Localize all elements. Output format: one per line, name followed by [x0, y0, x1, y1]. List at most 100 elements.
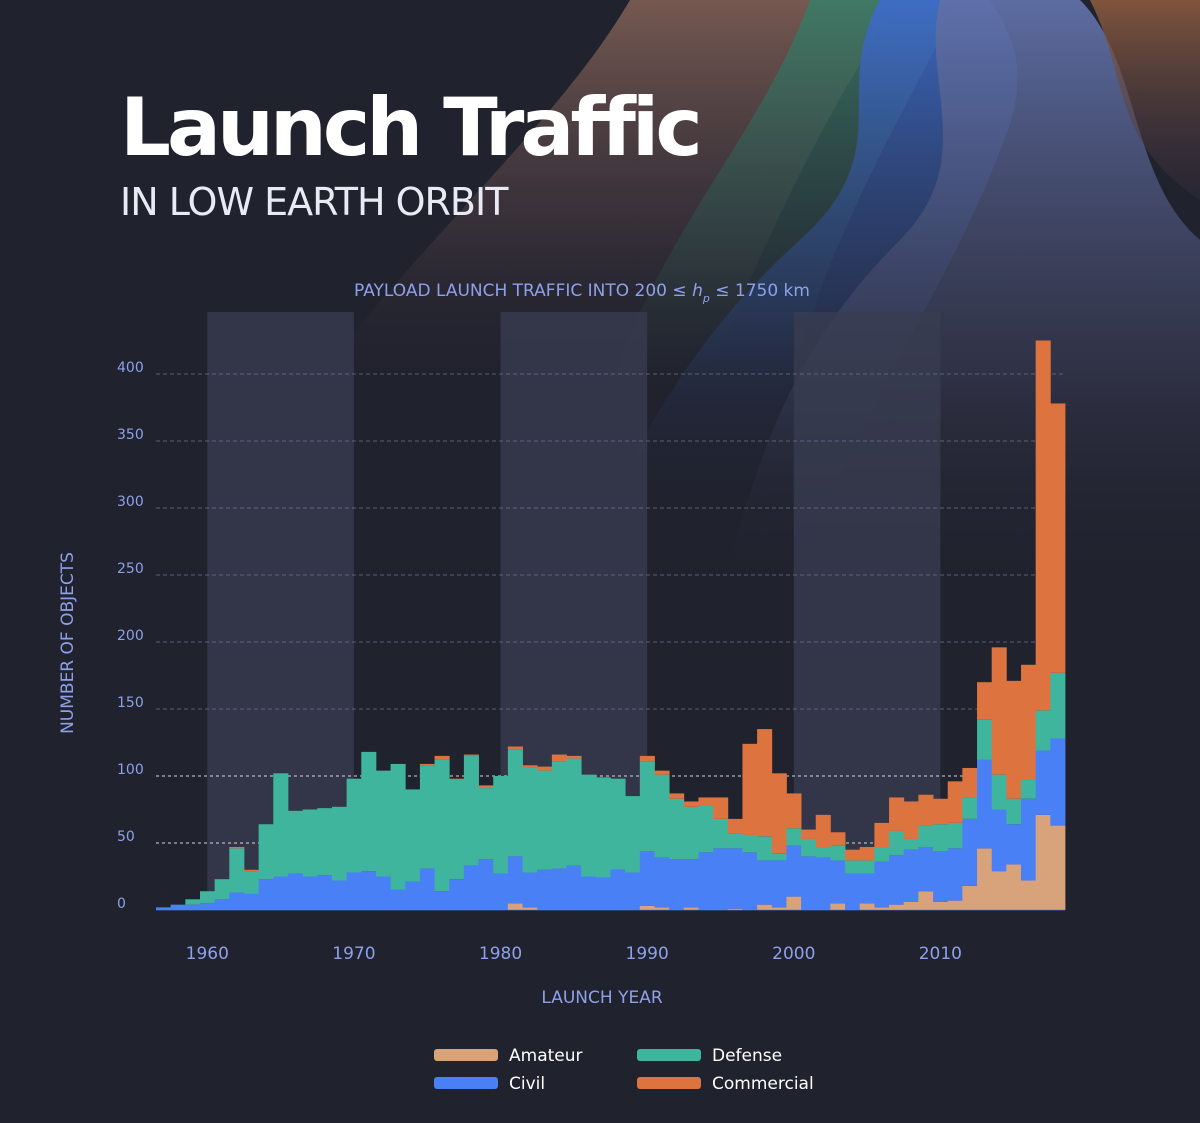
bar-civil-1985	[566, 865, 582, 910]
x-tick-label-1990: 1990	[626, 944, 669, 964]
legend-label-defense: Defense	[712, 1046, 782, 1066]
bar-commercial-1979	[478, 785, 494, 789]
bar-defense-1986	[581, 774, 597, 877]
bar-amateur-2006	[874, 907, 890, 910]
bar-defense-1992	[669, 798, 685, 860]
bar-defense-2007	[889, 830, 905, 856]
bar-commercial-1982	[522, 765, 538, 768]
bar-defense-2013	[977, 719, 993, 760]
y-tick-label-350: 350	[117, 427, 144, 443]
bar-defense-1975	[419, 765, 435, 869]
bar-civil-2008	[903, 849, 919, 902]
bar-amateur-1981	[507, 903, 523, 910]
bar-commercial-1995	[713, 797, 729, 819]
bar-commercial-1983	[537, 766, 553, 771]
bar-civil-1974	[405, 881, 421, 910]
legend-swatch-commercial	[637, 1077, 701, 1089]
bar-defense-2002	[815, 847, 831, 858]
bar-amateur-2000	[786, 896, 802, 910]
bar-defense-1989	[625, 796, 641, 873]
y-tick-label-300: 300	[117, 494, 144, 510]
bar-defense-1965	[273, 773, 289, 877]
x-axis-ticks: 1960 1970 1980 1990 2000 2010	[186, 944, 962, 964]
bar-civil-1979	[478, 859, 494, 910]
bar-civil-1964	[258, 879, 274, 910]
bar-amateur-2007	[889, 904, 905, 910]
bar-civil-1981	[507, 856, 523, 904]
bar-defense-1981	[507, 749, 523, 857]
bar-civil-2000	[786, 845, 802, 897]
bar-amateur-2016	[1021, 880, 1037, 910]
bar-defense-2005	[859, 860, 875, 874]
bar-civil-2005	[859, 873, 875, 904]
bar-civil-1994	[698, 852, 714, 910]
bar-commercial-1976	[434, 755, 450, 760]
bar-defense-1973	[390, 763, 406, 890]
bar-commercial-2011	[947, 781, 963, 823]
bar-defense-1991	[654, 774, 670, 858]
bar-defense-1974	[405, 789, 421, 882]
bar-defense-1993	[683, 806, 699, 860]
bar-defense-1963	[243, 871, 260, 894]
bar-defense-1996	[727, 833, 743, 849]
bar-defense-2016	[1021, 780, 1037, 799]
bar-commercial-2012	[962, 767, 978, 798]
bar-commercial-1981	[507, 746, 523, 750]
bar-civil-2014	[991, 809, 1007, 872]
bar-defense-1976	[434, 759, 450, 892]
bar-commercial-1999	[771, 773, 787, 854]
bar-amateur-1993	[683, 907, 699, 910]
bar-commercial-1992	[669, 793, 685, 799]
bar-amateur-2011	[947, 900, 963, 910]
bar-defense-1982	[522, 767, 538, 873]
bar-civil-1972	[375, 876, 391, 910]
bar-civil-2002	[815, 857, 831, 910]
bar-commercial-1994	[698, 797, 714, 806]
bar-civil-1991	[654, 857, 670, 908]
bar-civil-1960	[199, 903, 216, 910]
bar-defense-2006	[874, 847, 890, 862]
bar-civil-1968	[317, 875, 333, 910]
bar-commercial-1985	[566, 755, 582, 759]
bar-civil-1993	[683, 859, 699, 908]
bar-civil-1988	[610, 869, 626, 910]
bar-amateur-1990	[639, 905, 655, 910]
bar-defense-1998	[757, 836, 773, 861]
bar-civil-2017	[1035, 750, 1051, 815]
bar-civil-1978	[463, 865, 479, 910]
bar-defense-1983	[537, 770, 553, 870]
bar-defense-2014	[991, 774, 1007, 810]
y-axis-label: NUMBER OF OBJECTS	[58, 552, 78, 734]
bar-civil-1973	[390, 889, 406, 910]
bar-commercial-2006	[874, 822, 890, 848]
bar-amateur-2017	[1035, 814, 1051, 910]
bar-defense-2009	[918, 825, 934, 848]
bar-defense-2017	[1035, 710, 1051, 751]
bar-defense-1997	[742, 834, 758, 853]
bar-defense-1988	[610, 778, 626, 870]
bar-commercial-2017	[1035, 340, 1051, 711]
bar-civil-1990	[639, 851, 655, 906]
bar-defense-1967	[302, 809, 318, 877]
bar-civil-2006	[874, 861, 890, 908]
bar-commercial-1975	[419, 763, 435, 766]
bar-civil-2015	[1006, 824, 1022, 865]
bar-civil-2012	[962, 818, 978, 886]
bar-commercial-1990	[639, 755, 655, 762]
x-axis-label: LAUNCH YEAR	[541, 988, 662, 1008]
bar-amateur-2012	[962, 885, 978, 910]
bar-civil-1982	[522, 872, 538, 908]
bar-defense-2015	[1006, 798, 1022, 825]
bar-defense-2010	[933, 824, 949, 852]
bar-civil-2016	[1021, 798, 1037, 881]
bar-civil-2001	[801, 856, 817, 910]
bar-defense-2008	[903, 838, 919, 850]
bar-commercial-2005	[859, 847, 875, 861]
bar-commercial-2014	[991, 647, 1007, 775]
bar-amateur-1982	[522, 907, 538, 910]
bar-amateur-2010	[933, 901, 949, 910]
bar-commercial-1977	[449, 778, 465, 781]
bar-commercial-2003	[830, 832, 846, 846]
bar-civil-1959	[185, 904, 201, 910]
bar-defense-1999	[771, 853, 787, 861]
